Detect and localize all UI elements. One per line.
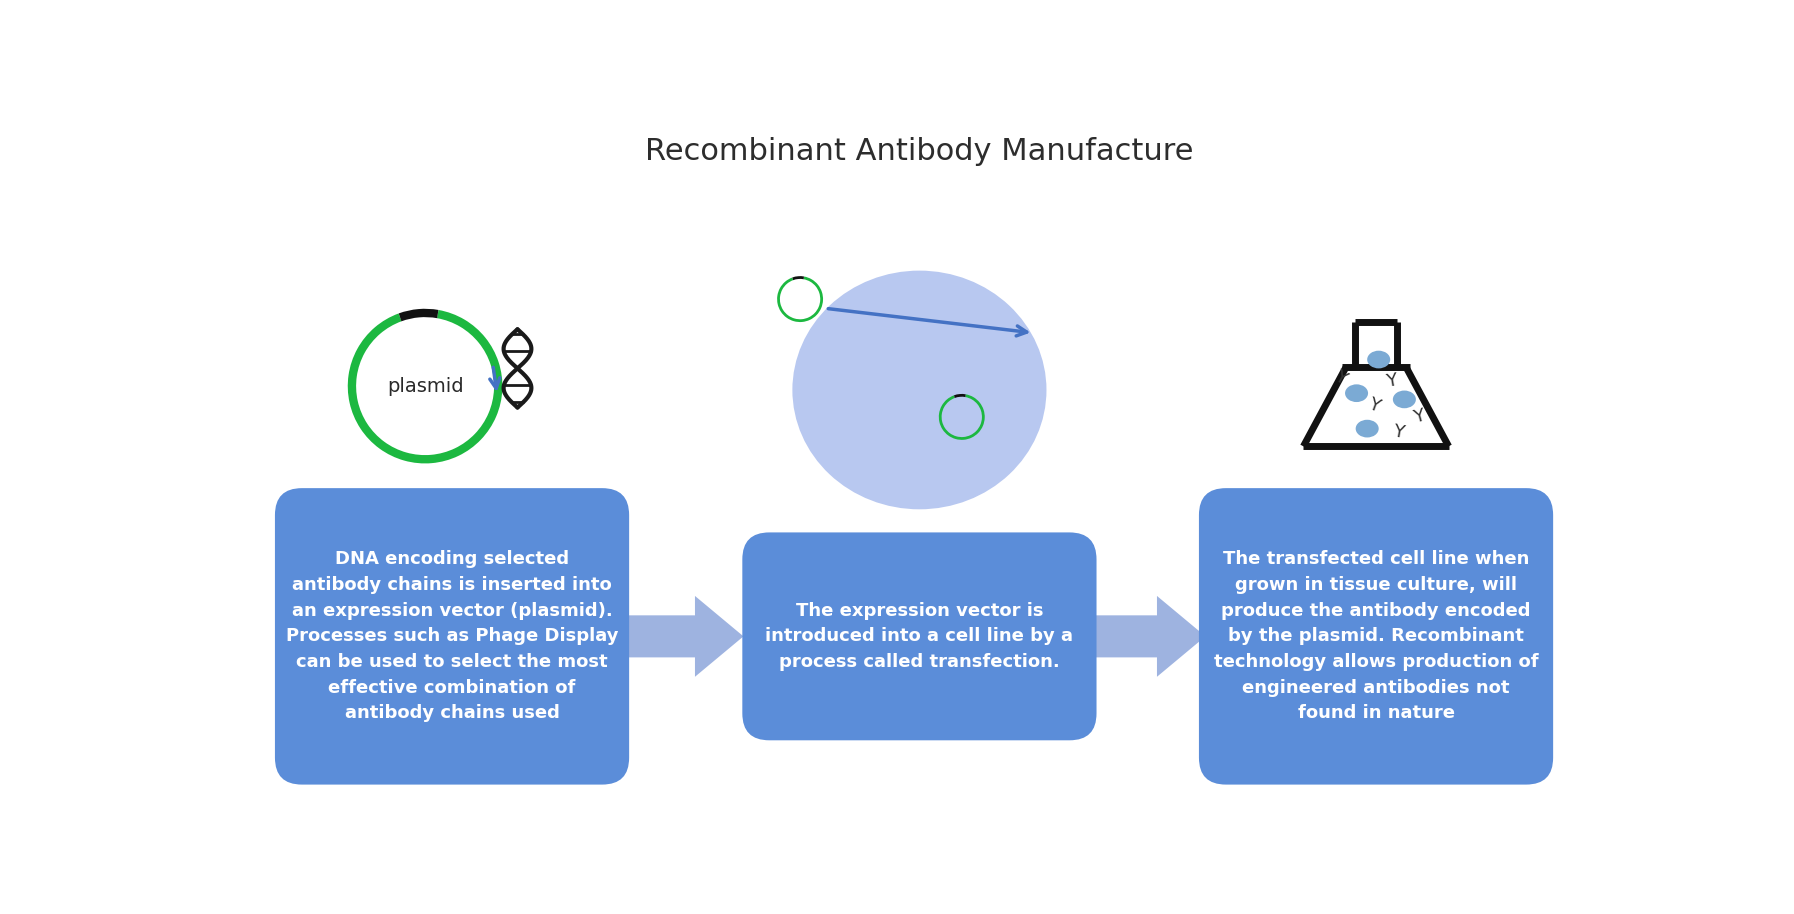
Ellipse shape [1392, 390, 1415, 409]
Text: Recombinant Antibody Manufacture: Recombinant Antibody Manufacture [646, 137, 1193, 166]
Polygon shape [1091, 596, 1206, 676]
FancyBboxPatch shape [743, 533, 1096, 740]
Text: Y: Y [1410, 407, 1426, 427]
FancyBboxPatch shape [274, 488, 630, 784]
Text: Y: Y [1385, 371, 1399, 390]
Text: plasmid: plasmid [388, 377, 463, 396]
Polygon shape [628, 596, 743, 676]
Text: The transfected cell line when
grown in tissue culture, will
produce the antibod: The transfected cell line when grown in … [1215, 550, 1537, 722]
Ellipse shape [1367, 351, 1390, 368]
Text: The expression vector is
introduced into a cell line by a
process called transfe: The expression vector is introduced into… [766, 601, 1073, 671]
Text: DNA encoding selected
antibody chains is inserted into
an expression vector (pla: DNA encoding selected antibody chains is… [285, 550, 619, 722]
Text: Y: Y [1390, 422, 1405, 442]
Text: Y: Y [1331, 367, 1349, 388]
Ellipse shape [1356, 420, 1380, 438]
Ellipse shape [1346, 385, 1369, 402]
Text: Y: Y [1365, 395, 1383, 416]
Ellipse shape [793, 271, 1046, 509]
FancyBboxPatch shape [1198, 488, 1554, 784]
